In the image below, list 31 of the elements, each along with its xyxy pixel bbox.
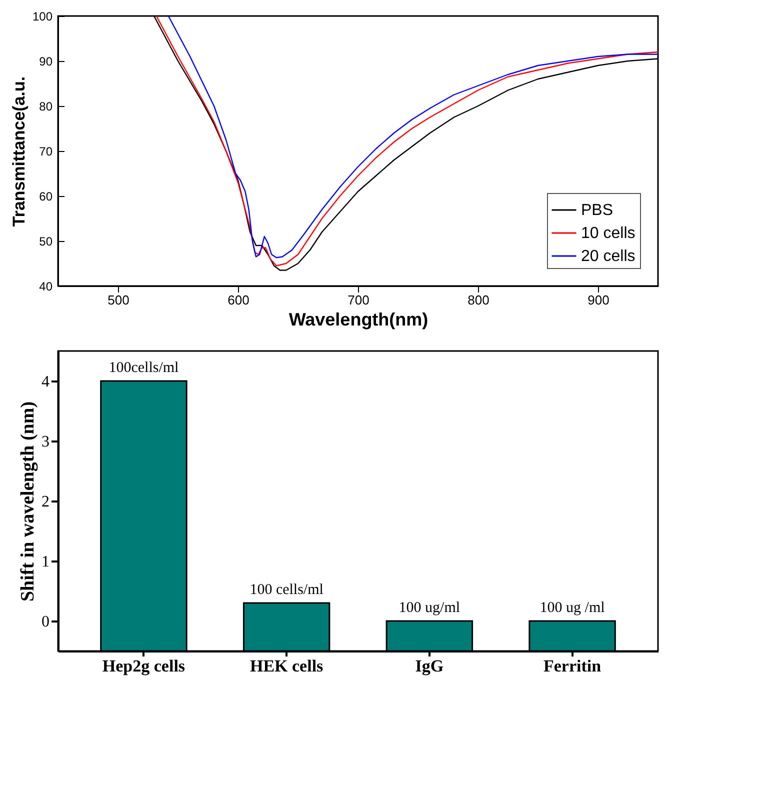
- x-tick-label: IgG: [415, 656, 444, 676]
- y-tick-label: 90: [39, 54, 53, 68]
- y-axis-title: Transmittance(a.u.: [9, 76, 28, 227]
- x-tick-label: 900: [588, 292, 610, 308]
- y-tick-label: 100: [32, 10, 53, 24]
- y-tick-label: 60: [39, 190, 53, 204]
- annotation: 100 ug/ml: [398, 600, 460, 616]
- x-axis-title: Wavelength(nm): [288, 310, 428, 330]
- y-tick-label: 50: [39, 234, 53, 248]
- x-tick-label: Ferritin: [543, 656, 602, 676]
- legend-label: 20 cells: [581, 248, 636, 265]
- y-tick-label: 40: [39, 280, 53, 294]
- legend-label: PBS: [581, 202, 614, 219]
- y-tick-label: 2: [42, 494, 50, 510]
- y-tick-label: 4: [42, 374, 50, 390]
- legend-label: 10 cells: [581, 225, 636, 242]
- y-tick-label: 1: [42, 554, 50, 570]
- annotation: 100cells/ml: [108, 360, 179, 376]
- x-tick-label: 800: [468, 292, 490, 308]
- x-tick-label: 600: [228, 292, 250, 308]
- annotation: 100 cells/ml: [250, 582, 324, 598]
- x-tick-label: HEK cells: [250, 656, 324, 676]
- y-tick-label: 80: [39, 100, 53, 114]
- x-tick-label: Hep2g cells: [102, 656, 186, 676]
- x-tick-label: 700: [348, 292, 370, 308]
- annotation: 100 ug /ml: [540, 600, 605, 616]
- y-tick-label: 3: [42, 434, 50, 450]
- y-tick-label: 70: [39, 144, 53, 158]
- y-axis-title: Shift in wavelength (nm): [18, 401, 38, 602]
- y-tick-label: 0: [42, 614, 50, 630]
- x-tick-label: 500: [108, 292, 130, 308]
